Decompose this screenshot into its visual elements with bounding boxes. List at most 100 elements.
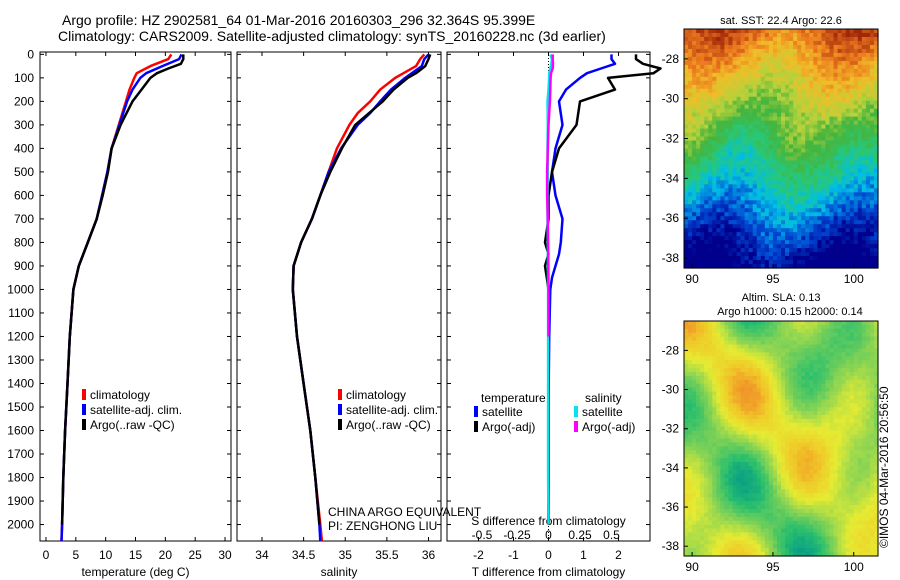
y-tick-label: 1000 [7, 282, 34, 296]
map-cell [857, 264, 863, 269]
map-cell [744, 68, 750, 74]
map-cell [833, 48, 839, 54]
map-cell [700, 252, 705, 257]
map-cell [837, 172, 843, 177]
map-cell [857, 84, 863, 90]
map-cell [700, 540, 705, 545]
map-cell [684, 116, 689, 122]
map-cell [744, 240, 750, 245]
map-cell [744, 244, 750, 249]
map-cell [764, 321, 770, 326]
map-cell [712, 108, 717, 114]
map-cell [789, 184, 794, 189]
map-cell [740, 368, 746, 373]
map-cell [837, 252, 843, 257]
map-cell [873, 136, 879, 142]
map-cell [692, 516, 697, 522]
map-cell [732, 399, 738, 404]
map-cell [785, 548, 790, 553]
map-cell [740, 80, 746, 86]
map-cell [736, 64, 742, 70]
map-cell [801, 256, 806, 261]
map-cell [869, 112, 875, 118]
map-cell [829, 108, 835, 114]
map-cell [768, 196, 774, 201]
map-cell [748, 505, 754, 510]
map-cell [748, 395, 754, 400]
map-cell [700, 497, 705, 502]
map-cell [696, 328, 701, 334]
map-cell [781, 540, 786, 545]
map-cell [805, 458, 810, 463]
map-cell [736, 172, 742, 177]
map-cell [748, 399, 754, 404]
map-cell [728, 152, 734, 158]
map-cell [724, 152, 730, 158]
map-cell [772, 548, 778, 553]
map-cell [813, 156, 818, 162]
map-cell [772, 364, 778, 369]
map-cell [732, 458, 738, 463]
map-cell [829, 220, 835, 225]
map-cell [845, 196, 851, 201]
map-cell [849, 128, 855, 134]
map-cell [748, 68, 754, 74]
map-cell [801, 176, 806, 181]
map-cell [809, 80, 814, 86]
map-cell [700, 368, 705, 373]
map-cell [720, 80, 726, 86]
map-cell [805, 379, 810, 385]
map-cell [736, 465, 742, 471]
map-cell [740, 375, 746, 381]
map-cell [752, 368, 758, 373]
map-cell [793, 356, 798, 361]
map-cell [760, 96, 766, 102]
map-cell [708, 493, 713, 498]
map-cell [756, 96, 762, 102]
map-cell [760, 344, 766, 350]
map-cell [764, 40, 770, 46]
map-cell [684, 344, 689, 350]
map-cell [789, 32, 794, 38]
map-cell [776, 160, 782, 166]
map-cell [728, 29, 734, 34]
map-cell [756, 497, 762, 502]
map-cell [688, 485, 693, 491]
map-cell [740, 208, 746, 213]
map-cell [716, 136, 721, 142]
map-cell [760, 232, 766, 237]
map-cell [760, 44, 766, 50]
map-cell [756, 124, 762, 130]
map-cell [853, 152, 859, 158]
map-cell [696, 84, 701, 90]
map-cell [760, 524, 766, 530]
map-cell [696, 418, 701, 424]
map-cell [692, 128, 697, 134]
map-cell [728, 512, 734, 518]
map-cell [845, 164, 851, 170]
map-cell [772, 512, 778, 518]
map-cell [736, 520, 742, 526]
map-cell [857, 204, 863, 209]
map-cell [801, 72, 806, 78]
map-cell [768, 212, 774, 217]
map-cell [785, 148, 790, 154]
map-cell [708, 188, 713, 193]
map-cell [821, 212, 827, 217]
map-cell [813, 152, 818, 158]
sla-map-cells [684, 321, 879, 557]
map-cell [724, 72, 730, 78]
map-cell [873, 160, 879, 166]
map-cell [785, 228, 790, 233]
map-cell [781, 493, 786, 498]
map-cell [817, 156, 823, 162]
map-cell [708, 332, 713, 338]
map-cell [728, 348, 734, 353]
map-cell [756, 104, 762, 110]
map-cell [781, 112, 786, 118]
map-cell [768, 132, 774, 138]
map-cell [732, 136, 738, 142]
map-cell [785, 52, 790, 58]
map-cell [748, 430, 754, 436]
map-cell [752, 403, 758, 408]
